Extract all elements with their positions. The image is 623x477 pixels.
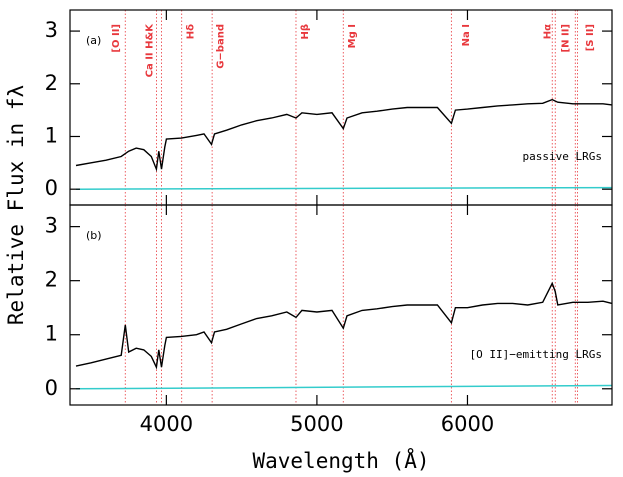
y-tick-label: 1 xyxy=(45,322,58,346)
line-label: Hδ xyxy=(185,24,196,39)
y-axis-label: Relative Flux in fλ xyxy=(4,85,28,325)
line-label: [S II] xyxy=(585,24,596,51)
y-tick-label: 1 xyxy=(45,123,58,147)
y-tick-label: 2 xyxy=(45,268,58,292)
spectrum xyxy=(75,281,613,370)
annotation: passive LRGs xyxy=(523,150,602,163)
y-tick-label: 3 xyxy=(45,214,58,238)
y-tick-label: 0 xyxy=(45,176,58,200)
x-axis-label: Wavelength (Å) xyxy=(252,447,429,473)
panel-label: (b) xyxy=(86,229,102,242)
line-label: Hβ xyxy=(300,24,311,40)
plot-frame xyxy=(69,204,613,406)
line-label: Mg I xyxy=(347,24,358,48)
x-tick-label: 6000 xyxy=(441,412,494,436)
line-label: Na I xyxy=(461,24,472,46)
line-label: G−band xyxy=(216,24,227,69)
line-label: Hα xyxy=(542,24,553,39)
y-tick-label: 3 xyxy=(45,18,58,42)
panel-label: (a) xyxy=(86,34,101,47)
x-tick-label: 5000 xyxy=(290,412,343,436)
annotation: [O II]−emitting LRGs xyxy=(470,348,602,361)
line-label: Ca II H&K xyxy=(144,23,155,78)
y-tick-label: 2 xyxy=(45,71,58,95)
line-label: [O II] xyxy=(111,24,122,53)
spectrum xyxy=(75,98,613,172)
error-line xyxy=(75,384,613,390)
error-line xyxy=(75,186,613,190)
x-tick-label: 4000 xyxy=(140,412,193,436)
y-tick-label: 0 xyxy=(45,376,58,400)
line-label: [N II] xyxy=(560,24,571,52)
